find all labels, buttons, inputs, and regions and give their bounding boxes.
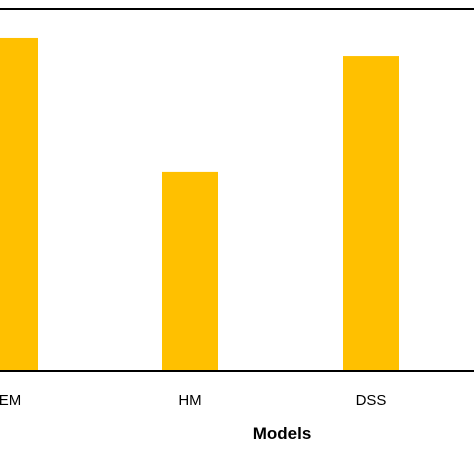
bars-group [0, 37, 399, 372]
x-tick-label-em: EM [0, 392, 21, 409]
bar-hm [162, 171, 218, 371]
x-tick-label-hm: HM [178, 392, 201, 409]
bar-em [0, 37, 38, 372]
bar-dss [343, 56, 399, 372]
x-axis-title: Models [253, 424, 312, 443]
x-tick-labels: EM HM DSS [0, 392, 386, 409]
x-tick-label-dss: DSS [356, 392, 387, 409]
